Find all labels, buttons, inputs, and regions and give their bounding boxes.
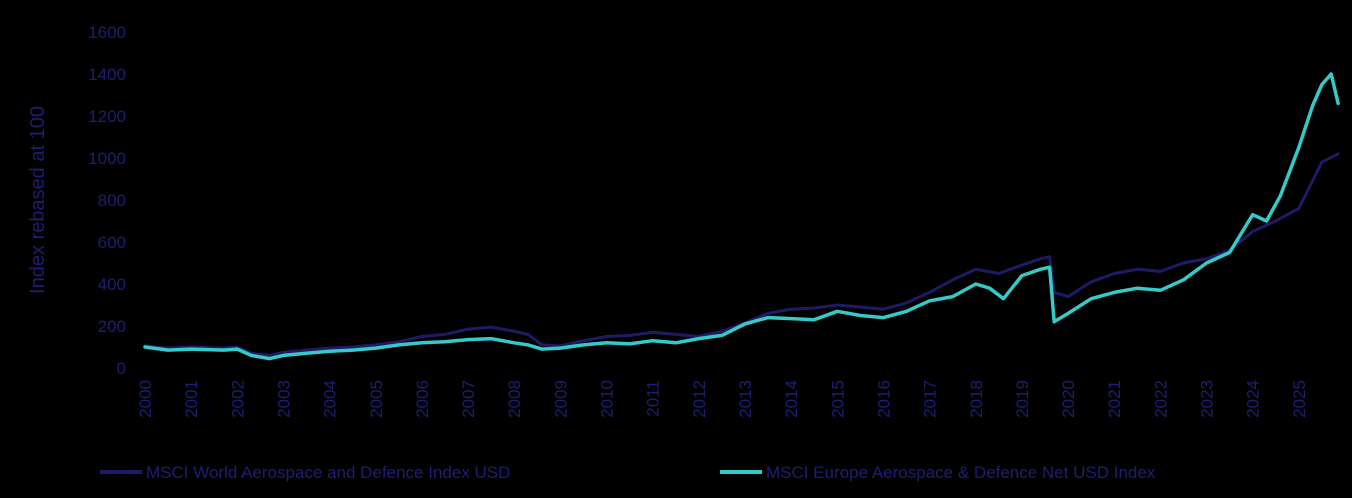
- y-tick-label: 400: [98, 275, 126, 294]
- y-axis-label: Index rebased at 100: [27, 106, 49, 294]
- x-tick-label: 2019: [1013, 380, 1032, 418]
- x-tick-label: 2012: [690, 380, 709, 418]
- x-tick-label: 2000: [136, 380, 155, 418]
- legend-label: MSCI Europe Aerospace & Defence Net USD …: [766, 463, 1156, 482]
- x-tick-label: 2021: [1105, 380, 1124, 418]
- x-tick-label: 2018: [967, 380, 986, 418]
- x-tick-label: 2024: [1244, 380, 1263, 418]
- y-tick-label: 600: [98, 233, 126, 252]
- x-tick-label: 2007: [459, 380, 478, 418]
- x-tick-labels: 2000 2001 2002 2003 2004 2005 2006 2007 2008 2009…: [136, 380, 1309, 418]
- series-line-europe: [143, 72, 1340, 361]
- y-tick-labels: 0 200 400 600 800 1000 1200 1400 1600: [88, 23, 126, 378]
- y-tick-label: 800: [98, 191, 126, 210]
- x-tick-label: 2008: [505, 380, 524, 418]
- chart-legend: MSCI World Aerospace and Defence Index U…: [100, 463, 1156, 482]
- x-tick-label: 2023: [1198, 380, 1217, 418]
- y-tick-label: 0: [117, 359, 126, 378]
- x-tick-label: 2020: [1059, 380, 1078, 418]
- series-lines: [143, 72, 1340, 361]
- x-tick-label: 2011: [644, 380, 663, 417]
- x-tick-label: 2009: [551, 380, 570, 418]
- x-tick-label: 2017: [921, 380, 940, 418]
- y-tick-label: 1200: [88, 107, 126, 126]
- x-tick-label: 2015: [828, 380, 847, 418]
- x-tick-label: 2006: [413, 380, 432, 418]
- y-tick-label: 200: [98, 317, 126, 336]
- legend-label: MSCI World Aerospace and Defence Index U…: [146, 463, 510, 482]
- x-tick-label: 2022: [1151, 380, 1170, 418]
- y-tick-label: 1600: [88, 23, 126, 42]
- y-tick-label: 1400: [88, 65, 126, 84]
- x-tick-label: 2001: [182, 380, 201, 418]
- x-tick-label: 2013: [736, 380, 755, 418]
- x-tick-label: 2005: [367, 380, 386, 418]
- x-tick-label: 2014: [782, 380, 801, 418]
- x-tick-label: 2016: [874, 380, 893, 418]
- x-tick-label: 2003: [274, 380, 293, 418]
- x-tick-label: 2004: [321, 380, 340, 418]
- x-tick-label: 2025: [1290, 380, 1309, 418]
- x-tick-label: 2010: [598, 380, 617, 418]
- y-tick-label: 1000: [88, 149, 126, 168]
- x-tick-label: 2002: [228, 380, 247, 418]
